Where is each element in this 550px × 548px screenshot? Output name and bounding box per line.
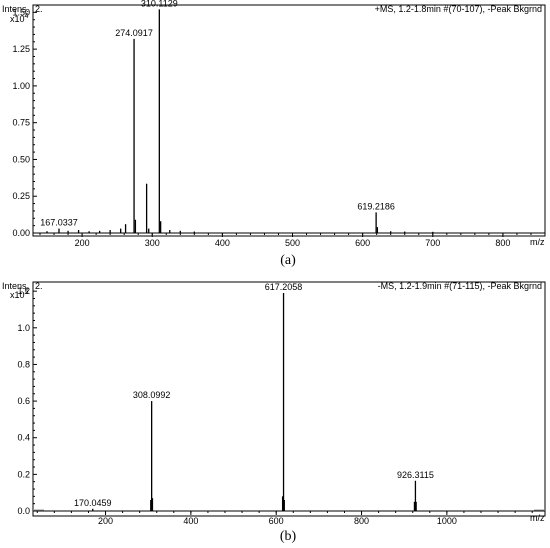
- x-tick-label: 300: [145, 238, 160, 248]
- y-tick-label: 1.0: [17, 323, 30, 333]
- x-tick-label: 1000: [437, 516, 457, 526]
- x-axis-unit: m/z: [530, 513, 545, 523]
- peak-label: 926.3115: [397, 470, 434, 480]
- y-axis-label: Intens.: [2, 4, 29, 14]
- y-tick-label: 1.25: [12, 44, 30, 54]
- plot-frame: [32, 281, 546, 517]
- y-tick-label: 0.2: [17, 469, 30, 479]
- y-tick-label: 0.4: [17, 433, 30, 443]
- spectrum-panel-b: Intens. 2. x105 -MS, 1.2-1.9min #(71-115…: [2, 281, 546, 544]
- x-tick-label: 200: [98, 516, 113, 526]
- peak-label: 274.0917: [115, 28, 153, 38]
- spectrum-panel-a: Intens. 2. x104 +MS, 1.2-1.8min #(70-107…: [2, 0, 546, 268]
- y-axis-label: Intens.: [2, 281, 29, 291]
- x-tick-label: 800: [495, 238, 510, 248]
- y-tick-label: 1.00: [12, 81, 30, 91]
- peak-label: 170.0459: [74, 498, 112, 508]
- panel-caption: (b): [280, 529, 297, 544]
- panel-caption: (a): [280, 253, 296, 268]
- y-tick-label: 0.0: [17, 506, 30, 516]
- y-ticks: 0.0 0.2 0.4 0.6 0.8 1.0 1.2: [17, 286, 37, 516]
- y-tick-label: 0.8: [17, 359, 30, 369]
- peak-label: 619.2186: [357, 201, 395, 211]
- x-tick-label: 400: [183, 516, 198, 526]
- peaks: [46, 9, 434, 233]
- x-tick-label: 600: [355, 238, 370, 248]
- x-tick-label: 400: [215, 238, 230, 248]
- y-tick-label: 1.2: [17, 286, 30, 296]
- y-tick-label: 0.50: [12, 154, 30, 164]
- x-tick-label: 200: [75, 238, 90, 248]
- x-ticks: 200 400 600 800 1000: [33, 510, 545, 526]
- peak-labels: 167.0337 274.0917 310.1129 619.2186: [40, 0, 395, 228]
- x-tick-label: 500: [285, 238, 300, 248]
- peak-label: 308.0992: [133, 390, 171, 400]
- x-tick-label: 600: [269, 516, 284, 526]
- x-tick-label: 800: [354, 516, 369, 526]
- y-tick-label: 0.6: [17, 396, 30, 406]
- y-tick-label: 0.75: [12, 118, 30, 128]
- peaks: [92, 292, 417, 511]
- peak-labels: 170.0459 308.0992 617.2058 926.3115: [74, 282, 434, 508]
- y-multiplier: x105: [10, 289, 29, 300]
- plot-frame: [32, 4, 546, 237]
- spectrum-header: -MS, 1.2-1.9min #(71-115), -Peak Bkgrnd: [378, 281, 542, 291]
- spectrum-header: +MS, 1.2-1.8min #(70-107), -Peak Bkgrnd: [375, 4, 542, 14]
- y-tick-label: 0.25: [12, 191, 30, 201]
- y-ticks: 0.00 0.25 0.50 0.75 1.00 1.25 1.50: [12, 7, 37, 238]
- y-tick-label: 1.50: [12, 7, 30, 17]
- x-axis-unit: m/z: [530, 237, 545, 247]
- y-tick-label: 0.00: [12, 228, 30, 238]
- x-tick-label: 700: [425, 238, 440, 248]
- peak-label: 167.0337: [40, 218, 78, 228]
- panel-marker: 2.: [35, 281, 43, 291]
- y-multiplier: x104: [10, 13, 29, 24]
- peak-label: 310.1129: [141, 0, 178, 8]
- panel-marker: 2.: [35, 4, 43, 14]
- peak-label: 617.2058: [265, 282, 303, 292]
- x-ticks: 200 300 400 500 600 700 800: [33, 232, 546, 248]
